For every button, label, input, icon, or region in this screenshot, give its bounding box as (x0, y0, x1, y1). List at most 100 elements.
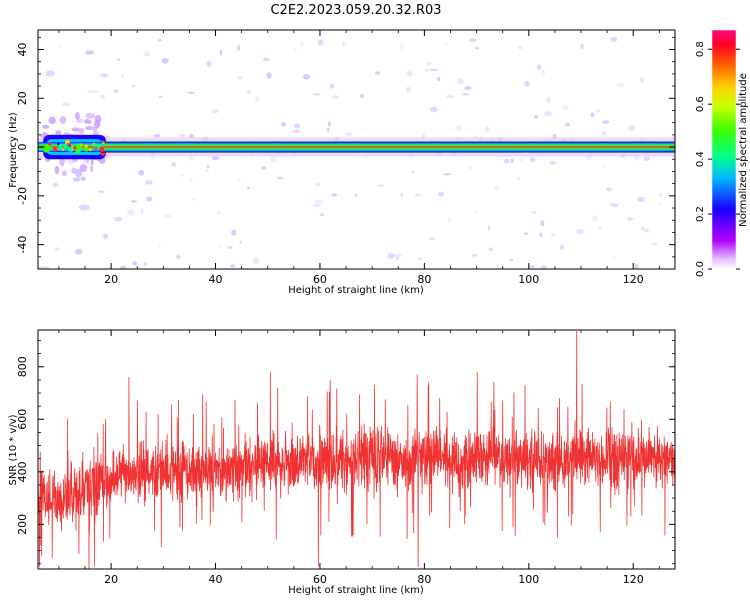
snr-marks (38, 330, 675, 569)
heatmap-noise-speckle (534, 114, 539, 119)
heatmap-noise-speckle (171, 162, 176, 167)
heatmap-region-blob (59, 157, 65, 167)
heatmap-noise-speckle (605, 187, 612, 192)
heatmap-noise-speckle (616, 82, 625, 88)
snr-series-line (38, 330, 675, 569)
heatmap-noise-speckle (488, 247, 493, 252)
heatmap-noise-speckle (120, 265, 127, 269)
heatmap-noise-speckle (97, 190, 105, 194)
heatmap-noise-speckle (157, 39, 162, 42)
heatmap-noise-speckle (430, 68, 439, 72)
heatmap-noise-speckle (541, 70, 546, 76)
heatmap-noise-speckle (424, 68, 430, 73)
heatmap-noise-speckle (540, 220, 545, 227)
heatmap-noise-speckle (302, 74, 311, 80)
heatmap-noise-speckle (138, 169, 145, 176)
heatmap-peak-dot (44, 144, 48, 148)
heatmap-region-blob (48, 116, 56, 125)
spectrogram-y-label: Frequency (Hz) (8, 112, 19, 188)
snr-x-tick-label: 120 (623, 573, 644, 586)
figure-title: C2E2.2023.059.20.32.R03 (270, 3, 441, 18)
heatmap-noise-speckle (211, 108, 219, 114)
snr-x-tick-label: 20 (104, 573, 118, 586)
heatmap-noise-speckle (627, 124, 636, 131)
heatmap-noise-speckle (531, 210, 537, 214)
heatmap-noise-speckle (575, 228, 584, 234)
heatmap-region-blob (83, 119, 91, 124)
heatmap-noise-speckle (252, 257, 260, 264)
heatmap-noise-speckle (411, 170, 415, 174)
heatmap-noise-speckle (354, 193, 358, 198)
heatmap-noise-speckle (186, 91, 195, 94)
heatmap-noise-speckle (270, 156, 277, 163)
heatmap-noise-speckle (293, 123, 301, 129)
heatmap-noise-speckle (117, 58, 120, 61)
heatmap-noise-speckle (161, 57, 169, 64)
heatmap-peak-dot (73, 146, 77, 150)
heatmap-peak-dot (94, 147, 98, 151)
spectrogram-axes: 20 40 60 80 100 120 -40 -20 0 20 40 (16, 30, 675, 286)
heatmap-noise-speckle (405, 86, 412, 93)
heatmap-noise-speckle (637, 196, 645, 202)
heatmap-region-blob (80, 176, 86, 181)
heatmap-noise-speckle (132, 261, 138, 266)
heatmap-noise-speckle (266, 72, 272, 79)
snr-x-tick-label: 100 (518, 573, 539, 586)
heatmap-peak-dot (84, 147, 89, 152)
heatmap-noise-speckle (143, 50, 151, 57)
heatmap-noise-speckle (524, 80, 531, 87)
heatmap-noise-speckle (38, 266, 51, 269)
snr-y-tick-label: 200 (16, 514, 29, 535)
heatmap-noise-speckle (400, 193, 403, 198)
colorbar-frame (711, 29, 737, 270)
heatmap-noise-speckle (262, 57, 270, 62)
heatmap-noise-speckle (516, 176, 521, 181)
heatmap-noise-speckle (237, 44, 240, 51)
snr-x-tick-label: 60 (313, 573, 327, 586)
heatmap-region-blob (89, 165, 94, 173)
heatmap-noise-speckle (643, 156, 650, 162)
heatmap-noise-speckle (426, 62, 432, 66)
heatmap-noise-speckle (601, 120, 610, 124)
heatmap-peak-dot (80, 146, 83, 149)
heatmap-noise-speckle (546, 97, 551, 104)
heatmap-noise-speckle (580, 43, 584, 50)
heatmap-noise-speckle (643, 228, 650, 233)
snr-y-label: SNR (10 * v/v) (8, 414, 19, 485)
heatmap-noise-speckle (206, 60, 212, 67)
heatmap-noise-speckle (73, 177, 81, 182)
heatmap-noise-speckle (598, 226, 603, 230)
snr-frame (37, 329, 676, 570)
spectrogram-y-tick-label: 0 (16, 144, 29, 151)
heatmap-noise-speckle (56, 44, 62, 47)
colorbar-tick-label: 0.6 (695, 96, 706, 112)
spectrogram-y-tick-label: -20 (16, 187, 29, 205)
heatmap-noise-speckle (230, 264, 236, 268)
heatmap-noise-speckle (414, 193, 422, 197)
heatmap-noise-speckle (469, 165, 472, 170)
heatmap-noise-speckle (276, 176, 284, 180)
spectrogram-y-tick-label: 20 (16, 91, 29, 105)
heatmap-noise-speckle (164, 214, 171, 219)
heatmap-noise-speckle (360, 93, 364, 99)
snr-panel: 20 40 60 80 100 120 200 400 600 800 Height of str… (8, 329, 676, 596)
heatmap-peak-dot (61, 148, 65, 151)
heatmap-noise-speckle (510, 158, 514, 164)
heatmap-noise-speckle (219, 243, 222, 248)
heatmap-noise-speckle (313, 93, 321, 96)
spectrogram-panel: 20 40 60 80 100 120 -40 -20 0 20 40 Height of stra… (8, 29, 676, 296)
heatmap-noise-speckle (640, 226, 645, 231)
heatmap-noise-speckle (471, 253, 478, 257)
heatmap-noise-speckle (206, 164, 210, 169)
heatmap-noise-speckle (239, 240, 243, 244)
heatmap-peak-dot (93, 143, 98, 148)
snr-y-tick-label: 400 (16, 461, 29, 482)
heatmap-noise-speckle (639, 77, 644, 84)
heatmap-noise-speckle (457, 78, 464, 85)
heatmap-noise-speckle (651, 242, 658, 246)
heatmap-noise-speckle (447, 216, 451, 223)
heatmap-noise-speckle (331, 193, 338, 197)
heatmap-region-blob (75, 169, 83, 178)
heatmap-noise-speckle (140, 208, 144, 215)
heatmap-noise-speckle (312, 203, 321, 207)
